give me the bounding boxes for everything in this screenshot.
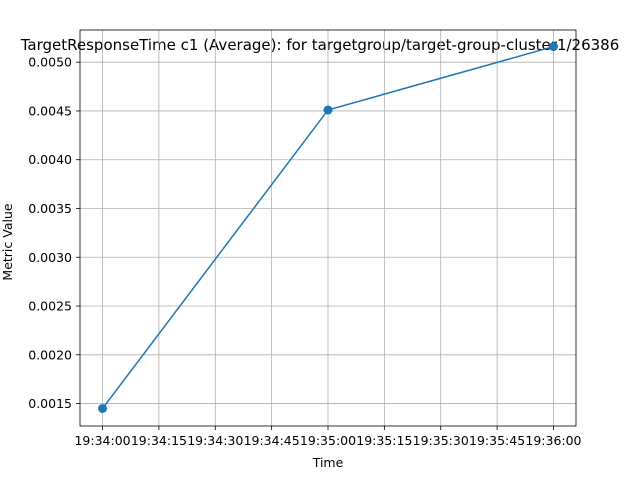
- plot-frame: [79, 29, 577, 427]
- x-tick-label: 19:35:15: [356, 433, 412, 448]
- y-tick-label: 0.0045: [28, 103, 72, 118]
- y-tick-label: 0.0015: [28, 396, 72, 411]
- x-tick-label: 19:35:30: [413, 433, 469, 448]
- x-tick-label: 19:36:00: [525, 433, 581, 448]
- data-point-marker: [323, 105, 333, 115]
- series-line-group: [98, 42, 558, 413]
- y-tick-label: 0.0040: [28, 152, 72, 167]
- x-tick-label: 19:34:00: [74, 433, 130, 448]
- x-tick-label: 19:34:15: [131, 433, 187, 448]
- y-axis-label: Metric Value: [0, 203, 15, 280]
- y-tick-label: 0.0020: [28, 347, 72, 362]
- chart-title: TargetResponseTime c1 (Average): for tar…: [20, 36, 620, 54]
- x-tick-label: 19:34:45: [244, 433, 300, 448]
- y-tick-label: 0.0030: [28, 250, 72, 265]
- x-tick-label: 19:35:45: [469, 433, 525, 448]
- x-axis-label: Time: [312, 455, 344, 470]
- grid-lines: [80, 30, 576, 426]
- data-point-marker: [548, 42, 558, 52]
- axis-ticks: 19:34:00 19:34:15 19:34:30 19:34:45 19:35:00…: [28, 55, 581, 448]
- y-tick-label: 0.0035: [28, 201, 72, 216]
- data-point-marker: [98, 403, 108, 413]
- y-tick-label: 0.0050: [28, 55, 72, 70]
- x-tick-label: 19:34:30: [187, 433, 243, 448]
- y-tick-label: 0.0025: [28, 299, 72, 314]
- x-tick-label: 19:35:00: [300, 433, 356, 448]
